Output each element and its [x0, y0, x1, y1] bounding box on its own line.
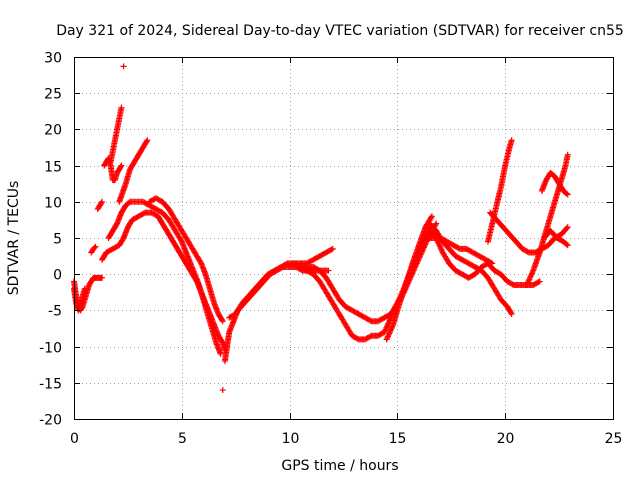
data-point: [177, 237, 184, 244]
data-point: [508, 137, 515, 144]
series-track-k: [146, 195, 226, 325]
x-tick-label: 15: [389, 431, 407, 447]
y-tick-label: -15: [39, 377, 62, 393]
y-tick-label: 20: [44, 123, 62, 139]
series-track-y: [541, 227, 571, 249]
data-point: [328, 246, 335, 253]
series-track-e: [101, 155, 125, 184]
series-track-w: [523, 151, 571, 289]
data-point: [563, 225, 570, 232]
data-point: [563, 190, 570, 197]
data-point: [487, 259, 494, 266]
series-track-i: [116, 137, 151, 205]
y-tick-label: 30: [44, 51, 62, 67]
y-tick-label: 5: [53, 232, 62, 248]
series-track-n: [219, 387, 226, 394]
data-point: [197, 258, 204, 265]
data-point: [563, 241, 570, 248]
x-axis-label: GPS time / hours: [281, 458, 398, 474]
data-point: [219, 317, 226, 324]
data-point: [325, 267, 332, 274]
axis-ticks: 0 5 10 15 20 25 -20 -15 -10 -5 0 5 10 15 20 25 30: [39, 51, 622, 448]
data-point: [508, 311, 515, 318]
data-point: [98, 200, 105, 207]
grid-lines: [74, 57, 613, 419]
data-point: [217, 350, 224, 357]
data-point: [564, 224, 571, 231]
data-point: [433, 220, 440, 227]
series-track-r: [426, 220, 515, 318]
data-point: [428, 213, 435, 220]
series-track-p: [297, 220, 440, 325]
data-point: [118, 162, 125, 169]
y-tick-label: -10: [39, 341, 62, 357]
plot-frame: [74, 57, 614, 420]
series-track-t: [424, 235, 496, 267]
series-track-o: [290, 224, 433, 343]
series-track-q: [383, 213, 435, 343]
series-track-h: [105, 198, 224, 357]
data-point: [144, 137, 151, 144]
data-point: [564, 191, 571, 198]
data-point: [81, 285, 88, 292]
data-point: [99, 198, 106, 205]
x-tick-label: 0: [70, 431, 79, 447]
series-track-j: [120, 63, 127, 70]
data-point: [143, 138, 150, 145]
series-track-f: [107, 104, 125, 165]
data-point: [564, 242, 571, 249]
x-tick-label: 5: [178, 431, 187, 447]
x-tick-label: 10: [282, 431, 300, 447]
y-tick-label: -20: [39, 413, 62, 429]
series-track-x: [538, 169, 571, 198]
y-tick-label: 15: [44, 160, 62, 176]
data-point: [219, 387, 226, 394]
data-point: [219, 338, 226, 345]
series-track-m: [226, 245, 336, 321]
data-point: [99, 274, 106, 281]
y-axis-label: SDTVAR / TECUs: [6, 181, 22, 296]
data-point: [428, 214, 435, 221]
chart-title: Day 321 of 2024, Sidereal Day-to-day VTE…: [56, 23, 624, 39]
data-point: [92, 243, 99, 250]
data-point: [507, 309, 514, 316]
data-points: [71, 63, 571, 394]
series-track-v: [487, 209, 571, 256]
data-point: [118, 104, 125, 111]
x-tick-label: 20: [497, 431, 515, 447]
data-point: [535, 279, 542, 286]
data-point: [120, 63, 127, 70]
data-point: [219, 318, 226, 325]
data-point: [564, 151, 571, 158]
y-tick-label: -5: [48, 304, 62, 320]
data-point: [117, 163, 124, 170]
y-tick-label: 25: [44, 87, 62, 103]
data-point: [536, 278, 543, 285]
series-track-u: [484, 137, 515, 245]
data-point: [489, 260, 496, 267]
series-track-d: [94, 198, 106, 213]
x-tick-label: 25: [605, 431, 623, 447]
data-point: [329, 245, 336, 252]
data-point: [91, 244, 98, 251]
y-tick-label: 0: [53, 268, 62, 284]
series-track-c: [88, 243, 99, 256]
y-tick-label: 10: [44, 196, 62, 212]
